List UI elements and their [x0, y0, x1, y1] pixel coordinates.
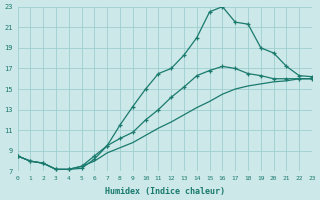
X-axis label: Humidex (Indice chaleur): Humidex (Indice chaleur) [105, 187, 225, 196]
